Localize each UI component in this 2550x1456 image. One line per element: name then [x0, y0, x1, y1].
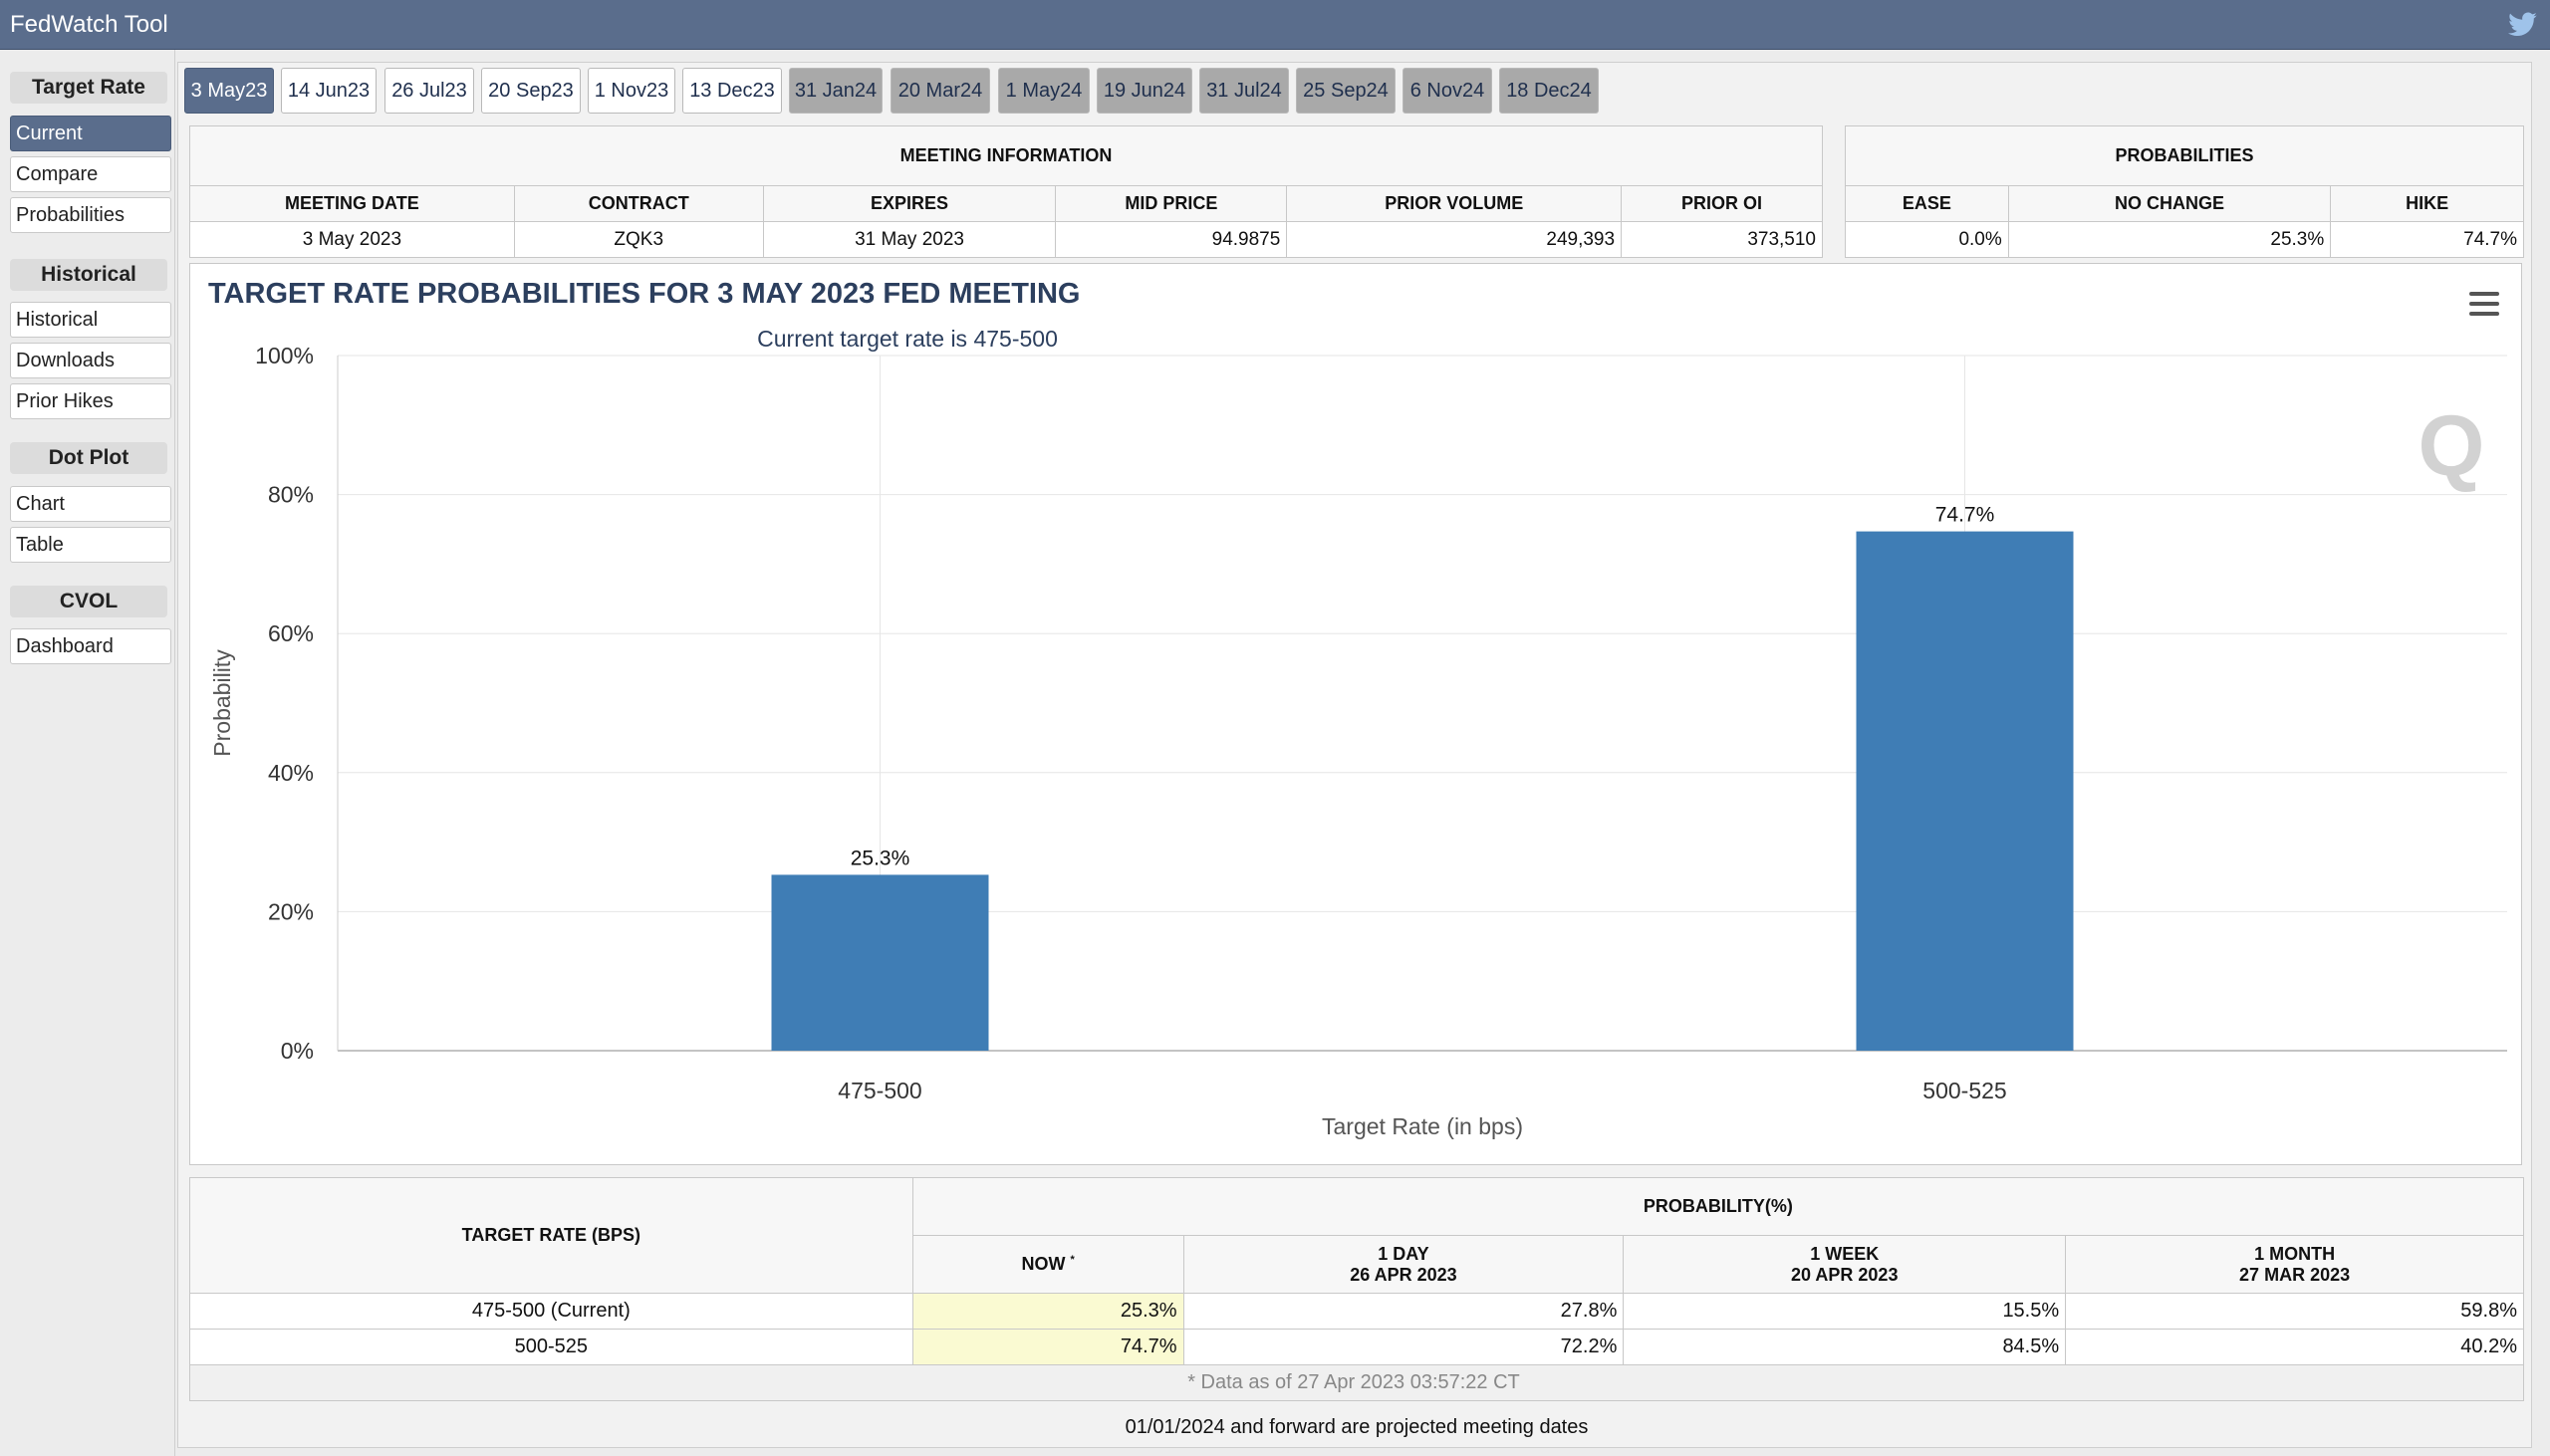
one-day-value: 27.8%: [1182, 1293, 1625, 1330]
one-month-value: 40.2%: [2065, 1329, 2524, 1365]
hike-value: 74.7%: [2330, 221, 2524, 258]
tab-20-mar24[interactable]: 20 Mar24: [891, 68, 990, 114]
sidebar-item-prior-hikes[interactable]: Prior Hikes: [10, 383, 171, 419]
sidebar-heading-cvol: CVOL: [10, 586, 167, 617]
projected-dates-note: 01/01/2024 and forward are projected mee…: [1125, 1416, 1589, 1438]
now-value: 74.7%: [911, 1329, 1184, 1365]
sidebar-heading-dot-plot: Dot Plot: [10, 442, 167, 474]
ease-value: 0.0%: [1845, 221, 2009, 258]
one-week-value: 15.5%: [1623, 1293, 2067, 1330]
one-week-header: 1 WEEK 20 APR 2023: [1623, 1235, 2067, 1294]
bar: [1856, 531, 2074, 1051]
table-row: 500-525 74.7% 72.2% 84.5% 40.2%: [189, 1329, 2524, 1365]
probability-header: PROBABILITY(%): [911, 1177, 2525, 1236]
col-prior-oi: PRIOR OI: [1621, 185, 1823, 222]
y-tick-label: 80%: [268, 482, 314, 508]
col-hike: HIKE: [2330, 185, 2524, 222]
meeting-information-heading: MEETING INFORMATION: [189, 125, 1823, 186]
target-rate-probability-table: TARGET RATE (BPS) PROBABILITY(%) NOW * 1…: [189, 1177, 2525, 1401]
expires-value: 31 May 2023: [762, 221, 1057, 258]
y-tick-label: 20%: [268, 898, 314, 924]
y-axis-title: Probability: [209, 649, 235, 757]
tab-26-jul23[interactable]: 26 Jul23: [384, 68, 474, 114]
col-meeting-date: MEETING DATE: [189, 185, 515, 222]
one-day-header: 1 DAY 26 APR 2023: [1182, 1235, 1625, 1294]
col-ease: EASE: [1845, 185, 2009, 222]
sidebar-heading-historical: Historical: [10, 259, 167, 291]
tab-18-dec24[interactable]: 18 Dec24: [1499, 68, 1599, 114]
sidebar-item-dashboard[interactable]: Dashboard: [10, 628, 171, 664]
sidebar-item-historical[interactable]: Historical: [10, 302, 171, 338]
meeting-date-value: 3 May 2023: [189, 221, 515, 258]
tab-25-sep24[interactable]: 25 Sep24: [1296, 68, 1396, 114]
meeting-information-table: MEETING INFORMATION MEETING DATE CONTRAC…: [189, 125, 1823, 258]
target-rate-header: TARGET RATE (BPS): [189, 1177, 913, 1294]
tab-20-sep23[interactable]: 20 Sep23: [481, 68, 581, 114]
app-title: FedWatch Tool: [10, 11, 168, 38]
sidebar: Target Rate Current Compare Probabilitie…: [0, 50, 175, 1456]
y-tick-label: 60%: [268, 620, 314, 646]
sidebar-item-downloads[interactable]: Downloads: [10, 343, 171, 378]
sidebar-item-chart[interactable]: Chart: [10, 486, 171, 522]
probabilities-table: PROBABILITIES EASE NO CHANGE HIKE 0.0% 2…: [1845, 125, 2524, 258]
quikstrike-logo-watermark: Q: [2419, 398, 2485, 494]
x-tick-label: 475-500: [838, 1078, 921, 1103]
one-week-value: 84.5%: [1623, 1329, 2067, 1365]
title-bar: FedWatch Tool: [0, 0, 2550, 50]
one-month-header: 1 MONTH 27 MAR 2023: [2065, 1235, 2524, 1294]
x-axis-title: Target Rate (in bps): [1322, 1113, 1523, 1139]
col-contract: CONTRACT: [513, 185, 764, 222]
now-value: 25.3%: [911, 1293, 1184, 1330]
rate-label: 500-525: [189, 1329, 913, 1365]
tab-1-may24[interactable]: 1 May24: [998, 68, 1090, 114]
hamburger-menu-icon[interactable]: [2469, 292, 2499, 318]
sidebar-item-table[interactable]: Table: [10, 527, 171, 563]
now-header: NOW *: [911, 1235, 1184, 1294]
y-tick-label: 40%: [268, 760, 314, 786]
sidebar-item-probabilities[interactable]: Probabilities: [10, 197, 171, 233]
sidebar-heading-target-rate: Target Rate: [10, 72, 167, 104]
table-row: 475-500 (Current) 25.3% 27.8% 15.5% 59.8…: [189, 1293, 2524, 1330]
probability-chart-panel: 0% 20% 40% 60% 80% 100% 25.3% 475-500 74.7% 500-5…: [189, 263, 2522, 1165]
col-expires: EXPIRES: [762, 185, 1057, 222]
tab-3-may23[interactable]: 3 May23: [184, 68, 274, 114]
contract-value: ZQK3: [513, 221, 764, 258]
tab-31-jan24[interactable]: 31 Jan24: [789, 68, 883, 114]
tab-14-jun23[interactable]: 14 Jun23: [281, 68, 377, 114]
x-tick-label: 500-525: [1922, 1078, 2006, 1103]
tab-31-jul24[interactable]: 31 Jul24: [1199, 68, 1289, 114]
sidebar-item-compare[interactable]: Compare: [10, 156, 171, 192]
tab-1-nov23[interactable]: 1 Nov23: [588, 68, 675, 114]
probabilities-heading: PROBABILITIES: [1845, 125, 2524, 186]
one-day-value: 72.2%: [1182, 1329, 1625, 1365]
sidebar-item-current[interactable]: Current: [10, 116, 171, 151]
bar: [771, 874, 989, 1051]
col-prior-volume: PRIOR VOLUME: [1286, 185, 1623, 222]
col-mid-price: MID PRICE: [1055, 185, 1288, 222]
tab-13-dec23[interactable]: 13 Dec23: [682, 68, 782, 114]
col-no-change: NO CHANGE: [2007, 185, 2332, 222]
chart-title: TARGET RATE PROBABILITIES FOR 3 MAY 2023…: [208, 278, 1081, 310]
y-tick-label: 100%: [255, 343, 314, 368]
chart-subtitle: Current target rate is 475-500: [757, 326, 1058, 352]
y-tick-label: 0%: [281, 1038, 314, 1064]
rate-label: 475-500 (Current): [189, 1293, 913, 1330]
prior-oi-value: 373,510: [1621, 221, 1823, 258]
tab-19-jun24[interactable]: 19 Jun24: [1097, 68, 1192, 114]
data-label: 25.3%: [851, 847, 910, 869]
no-change-value: 25.3%: [2007, 221, 2332, 258]
tab-6-nov24[interactable]: 6 Nov24: [1402, 68, 1492, 114]
probability-bar-chart: 0% 20% 40% 60% 80% 100% 25.3% 475-500 74.7% 500-5…: [209, 343, 2507, 1139]
twitter-bird-icon[interactable]: [2508, 12, 2538, 38]
data-timestamp-note: * Data as of 27 Apr 2023 03:57:22 CT: [189, 1364, 2524, 1401]
data-label: 74.7%: [1935, 504, 1995, 527]
one-month-value: 59.8%: [2065, 1293, 2524, 1330]
prior-volume-value: 249,393: [1286, 221, 1623, 258]
mid-price-value: 94.9875: [1055, 221, 1288, 258]
